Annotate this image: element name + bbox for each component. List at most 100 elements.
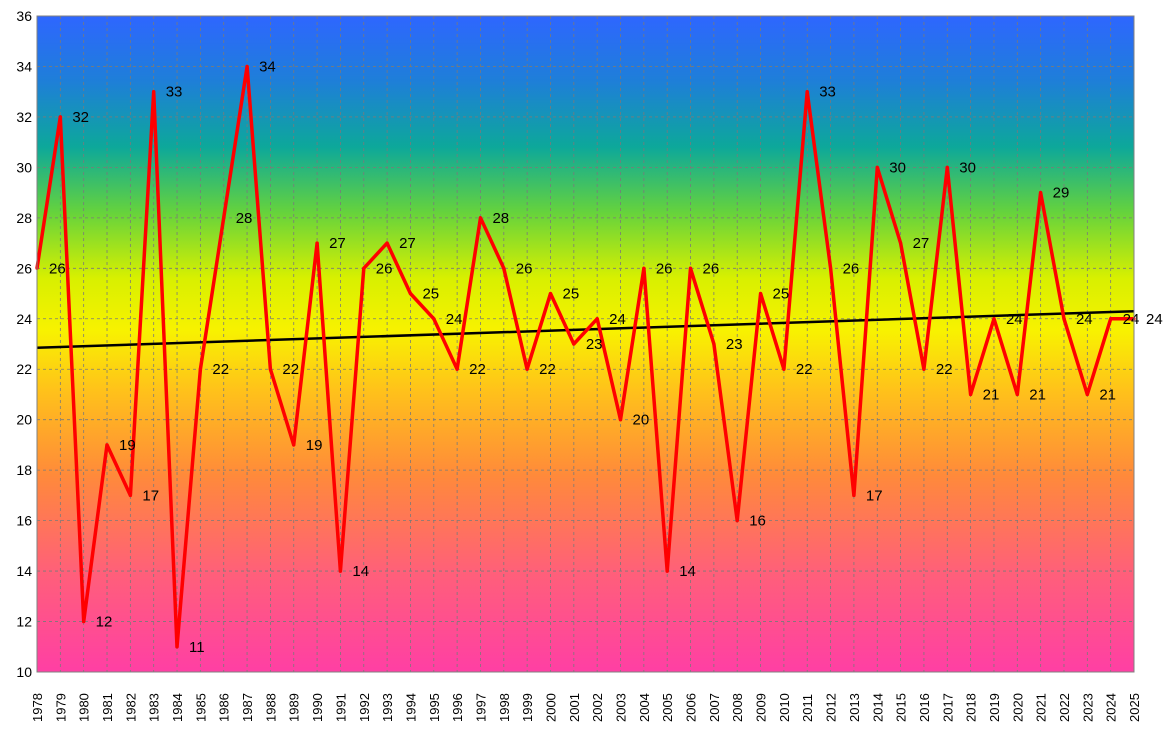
data-label: 22 <box>796 361 813 378</box>
x-tick-label: 1992 <box>357 693 372 722</box>
data-point <box>1085 392 1089 397</box>
x-tick-label: 2021 <box>1034 693 1049 722</box>
data-label: 24 <box>446 311 463 328</box>
y-tick-label: 12 <box>16 614 32 630</box>
gridlines <box>37 15 1134 673</box>
data-point <box>198 367 202 371</box>
x-tick-label: 2016 <box>917 693 932 722</box>
data-point <box>665 569 669 573</box>
data-label: 32 <box>72 109 89 126</box>
y-tick-label: 20 <box>16 412 32 428</box>
data-point <box>385 241 389 245</box>
data-label: 27 <box>329 235 346 252</box>
data-point <box>688 266 693 270</box>
x-tick-label: 2004 <box>637 693 652 722</box>
plot-border <box>36 15 1135 673</box>
x-tick-label: 2014 <box>870 693 885 722</box>
data-label: 20 <box>633 412 650 429</box>
data-point <box>152 90 156 94</box>
x-tick-label: 2019 <box>987 693 1002 722</box>
x-tick-label: 2005 <box>660 693 675 722</box>
data-point <box>922 367 926 371</box>
data-point <box>642 266 646 270</box>
x-tick-label: 2006 <box>684 693 699 722</box>
x-tick-label: 2010 <box>777 693 792 722</box>
data-point <box>595 317 599 321</box>
data-label: 26 <box>49 260 66 277</box>
y-tick-label: 26 <box>16 260 32 276</box>
x-tick-label: 1979 <box>53 693 68 722</box>
x-tick-label: 2024 <box>1104 693 1119 722</box>
data-label: 27 <box>399 235 416 252</box>
data-label: 21 <box>1099 386 1116 403</box>
data-label: 28 <box>492 210 509 227</box>
x-tick-label: 2000 <box>543 693 558 722</box>
x-tick-label: 2003 <box>614 693 629 722</box>
data-point <box>1015 392 1019 397</box>
data-point <box>548 291 553 296</box>
data-point <box>362 266 366 270</box>
x-tick-label: 1998 <box>497 693 512 722</box>
data-label: 24 <box>1006 311 1023 328</box>
x-tick-label: 1980 <box>77 693 92 722</box>
data-label: 11 <box>189 639 205 656</box>
data-label: 21 <box>983 386 1000 403</box>
x-tick-label: 2025 <box>1127 693 1142 722</box>
data-label: 22 <box>936 361 953 378</box>
data-label: 30 <box>889 159 906 176</box>
x-tick-label: 1991 <box>333 693 348 722</box>
x-tick-label: 1996 <box>450 693 465 722</box>
x-tick-label: 1999 <box>520 693 535 722</box>
data-point <box>1062 317 1066 321</box>
data-point <box>572 342 576 346</box>
plot-background <box>37 16 1134 672</box>
y-tick-label: 22 <box>16 361 32 377</box>
data-label: 29 <box>1053 185 1070 202</box>
y-tick-label: 32 <box>16 109 32 125</box>
data-label: 22 <box>282 361 299 378</box>
x-tick-label: 2002 <box>590 693 605 722</box>
x-tick-label: 1981 <box>100 693 115 722</box>
data-label: 19 <box>306 437 323 454</box>
data-point <box>408 291 413 296</box>
y-axis: 10 12 14 16 18 20 22 24 26 28 30 32 34 36 <box>16 8 32 680</box>
x-tick-label: 2022 <box>1057 693 1072 722</box>
data-point <box>805 90 809 94</box>
data-label: 24 <box>1146 311 1163 328</box>
y-tick-label: 14 <box>16 563 32 579</box>
data-point <box>782 367 786 371</box>
data-label: 22 <box>212 361 229 378</box>
data-point <box>245 64 249 69</box>
x-tick-label: 1983 <box>147 693 162 722</box>
x-tick-label: 2001 <box>567 693 582 722</box>
x-tick-label: 1988 <box>263 693 278 722</box>
x-tick-label: 1995 <box>427 693 442 722</box>
data-label: 17 <box>866 487 883 504</box>
x-tick-label: 2017 <box>940 693 955 722</box>
series-group <box>35 64 1136 649</box>
data-point <box>82 619 86 624</box>
data-label: 17 <box>142 487 159 504</box>
data-label: 25 <box>422 286 439 303</box>
x-tick-label: 1993 <box>380 693 395 722</box>
data-point <box>852 493 856 497</box>
x-tick-label: 1984 <box>170 693 185 722</box>
x-tick-label: 2020 <box>1010 693 1025 722</box>
data-point <box>712 342 716 346</box>
data-label: 24 <box>1076 311 1093 328</box>
data-point <box>898 241 903 245</box>
data-point <box>58 115 62 119</box>
data-label: 27 <box>913 235 930 252</box>
data-point <box>945 165 949 169</box>
y-tick-label: 28 <box>16 210 32 226</box>
y-tick-label: 36 <box>16 8 32 24</box>
data-point <box>992 317 996 321</box>
data-point <box>268 367 273 371</box>
data-point <box>432 317 436 321</box>
y-tick-label: 10 <box>16 664 32 680</box>
data-point <box>478 216 483 220</box>
data-label: 25 <box>562 286 579 303</box>
data-label: 19 <box>119 437 136 454</box>
y-tick-label: 18 <box>16 462 32 478</box>
y-tick-label: 30 <box>16 159 32 175</box>
